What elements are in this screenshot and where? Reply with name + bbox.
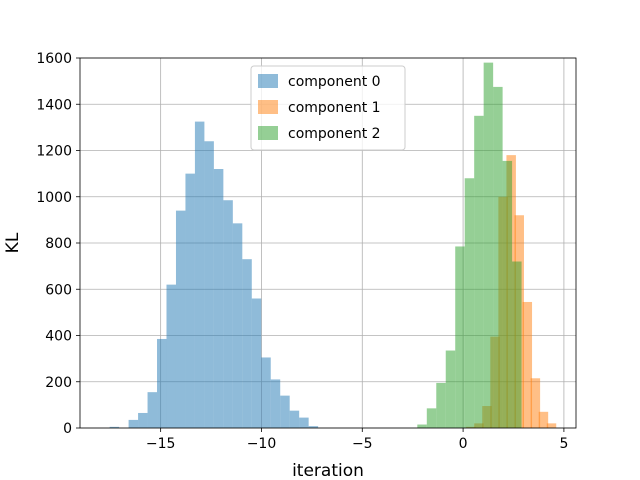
histogram-bar-component-2 <box>502 160 513 428</box>
histogram-bar-component-0 <box>194 121 205 428</box>
histogram-bar-component-2 <box>493 86 503 428</box>
histogram-bar-component-1 <box>530 378 541 428</box>
y-tick-label: 800 <box>45 236 72 252</box>
histogram-bar-component-0 <box>223 200 233 428</box>
x-tick-label: 5 <box>559 436 568 452</box>
histogram-bar-component-0 <box>204 141 214 428</box>
y-tick-label: 600 <box>45 282 72 298</box>
histogram-bar-component-2 <box>426 408 437 428</box>
histogram-bar-component-0 <box>213 169 224 428</box>
y-tick-label: 1000 <box>36 190 72 206</box>
histogram-bar-component-0 <box>185 173 195 428</box>
histogram-bar-component-0 <box>308 426 319 428</box>
legend-label-component-1: component 1 <box>288 100 381 116</box>
histogram-bar-component-0 <box>261 357 271 428</box>
legend-frame <box>250 65 406 151</box>
y-tick-label: 400 <box>45 329 72 345</box>
histogram-bar-component-2 <box>474 115 484 428</box>
histogram-bar-component-1 <box>546 423 557 428</box>
x-tick-label: 0 <box>459 436 468 452</box>
legend-label-component-2: component 2 <box>288 126 381 142</box>
histogram-bar-component-2 <box>512 261 522 428</box>
ticks-layer: −15 −10 −5 0 5 0 200 400 600 800 1000 1200 1400 1600 <box>36 51 568 452</box>
histogram-bar-component-0 <box>166 284 176 428</box>
legend-swatch-component-1 <box>258 100 278 114</box>
histogram-bar-component-1 <box>522 301 533 428</box>
histogram-bar-component-2 <box>483 62 494 428</box>
histogram-bar-component-0 <box>147 392 158 428</box>
histogram-bar-component-0 <box>280 395 290 428</box>
histogram-bar-component-2 <box>464 178 475 428</box>
histogram-bar-component-2 <box>417 424 427 428</box>
histogram-bar-component-0 <box>128 419 139 428</box>
x-tick-label: −5 <box>352 436 373 452</box>
histogram-bar-component-0 <box>138 412 148 428</box>
histogram-bar-component-2 <box>436 382 446 428</box>
histogram-bar-component-0 <box>232 223 243 428</box>
legend-swatch-component-0 <box>258 74 278 88</box>
histogram-bar-component-0 <box>157 338 167 428</box>
histogram-bar-component-0 <box>270 379 281 428</box>
y-tick-label: 1400 <box>36 97 72 113</box>
histogram-bar-component-0 <box>289 410 300 428</box>
y-tick-label: 0 <box>63 421 72 437</box>
y-axis-label: KL <box>3 232 23 253</box>
bars-layer <box>109 62 557 428</box>
histogram-bar-component-2 <box>445 350 456 428</box>
x-axis-label: iteration <box>292 461 364 480</box>
legend: component 0 component 1 component 2 <box>250 65 406 151</box>
x-tick-label: −10 <box>247 436 277 452</box>
histogram-bar-component-0 <box>175 210 186 428</box>
y-tick-label: 1200 <box>36 144 72 160</box>
y-tick-label: 200 <box>45 375 72 391</box>
histogram-bar-component-0 <box>251 298 262 428</box>
y-tick-label: 1600 <box>36 51 72 67</box>
histogram-bar-component-1 <box>538 411 549 428</box>
x-tick-label: −15 <box>146 436 176 452</box>
histogram-bar-component-0 <box>299 417 309 428</box>
legend-swatch-component-2 <box>258 126 278 140</box>
legend-label-component-0: component 0 <box>288 74 381 90</box>
histogram-bar-component-0 <box>109 426 120 428</box>
histogram-bar-component-2 <box>455 246 465 428</box>
histogram-bar-component-0 <box>242 259 252 428</box>
